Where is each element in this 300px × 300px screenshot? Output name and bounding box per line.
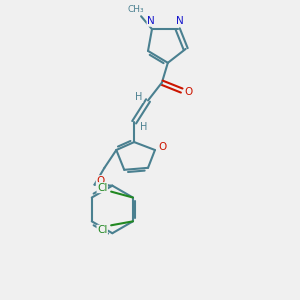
Text: O: O: [184, 86, 193, 97]
Text: Cl: Cl: [97, 225, 107, 235]
Text: H: H: [140, 122, 148, 132]
Text: O: O: [159, 142, 167, 152]
Text: H: H: [135, 92, 143, 103]
Text: N: N: [176, 16, 184, 26]
Text: Cl: Cl: [97, 183, 107, 193]
Text: CH₃: CH₃: [128, 5, 144, 14]
Text: O: O: [96, 176, 105, 186]
Text: N: N: [147, 16, 155, 26]
